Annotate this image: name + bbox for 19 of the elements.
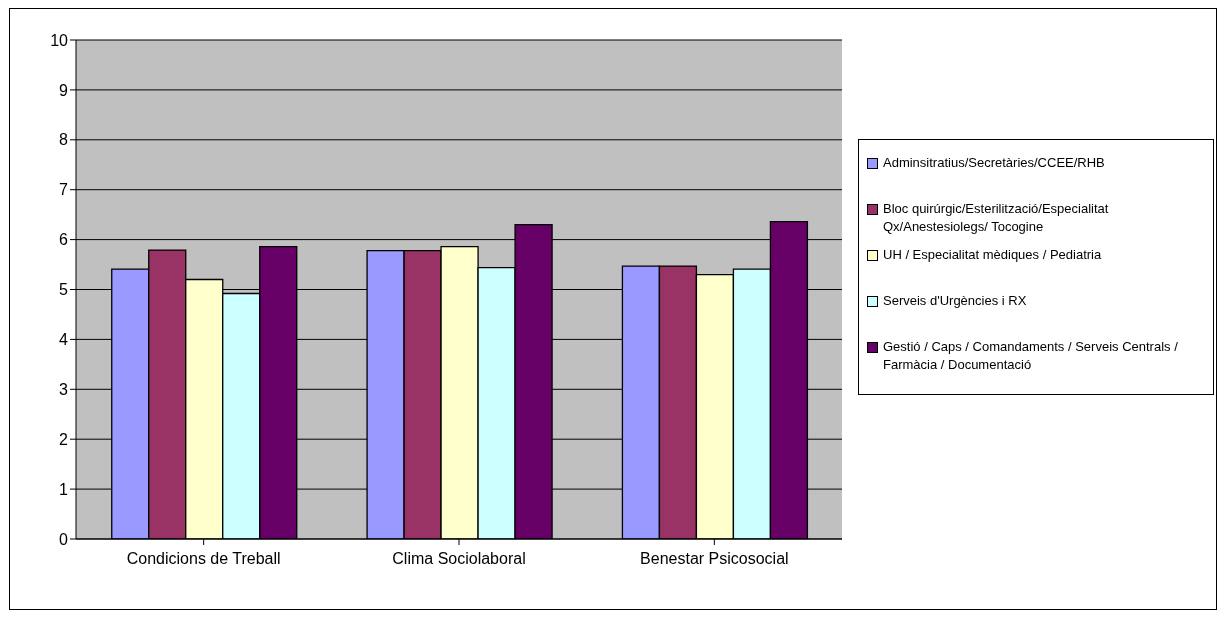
y-tick-label: 1 — [59, 480, 69, 498]
legend-label: UH / Especialitat mèdiques / Pediatria — [883, 246, 1102, 264]
x-tick-label: Condicions de Treball — [126, 550, 281, 568]
legend-label: Serveis d'Urgències i RX — [883, 292, 1027, 310]
x-tick-label: Benestar Psicosocial — [640, 550, 789, 568]
y-tick-label: 4 — [59, 331, 69, 349]
legend-label: Gestió / Caps / Comandaments / Serveis Centrals / Farmàcia / Documentació — [883, 338, 1179, 374]
y-tick-label: 8 — [59, 131, 69, 149]
y-tick-label: 10 — [50, 31, 69, 49]
y-tick-label: 3 — [59, 380, 69, 398]
y-tick-label: 5 — [59, 281, 69, 299]
y-tick-label: 6 — [59, 231, 69, 249]
legend-label: Bloc quirúrgic/Esterilització/Especialitat Qx/Anestesiolegs/ Tocogine — [883, 200, 1110, 236]
y-tick-label: 2 — [59, 430, 69, 448]
legend-label: Adminsitratius/Secretàries/CCEE/RHB — [883, 154, 1105, 172]
x-tick-label: Clima Sociolaboral — [392, 550, 526, 568]
y-tick-label: 0 — [59, 530, 69, 548]
y-tick-label: 7 — [59, 181, 69, 199]
y-tick-label: 9 — [59, 81, 69, 99]
